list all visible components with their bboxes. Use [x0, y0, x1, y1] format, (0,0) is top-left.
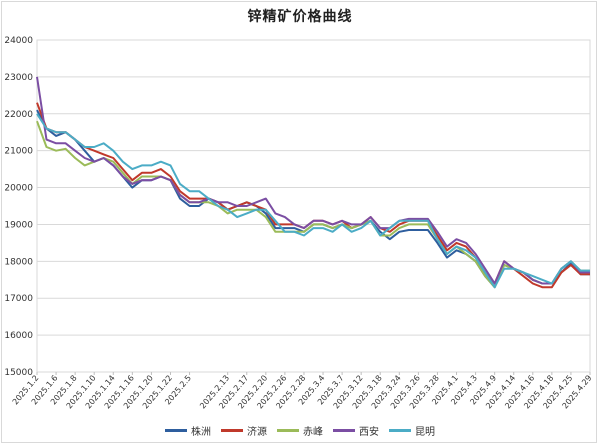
series-line-5 [36, 113, 590, 289]
legend-swatch [333, 429, 355, 432]
series-line-1 [36, 109, 590, 289]
chart-legend: 株洲 济源 赤峰 西安 昆明 [0, 423, 600, 438]
series-line-4 [36, 76, 590, 285]
plot-area [36, 39, 591, 373]
y-tick-label: 19000 [4, 220, 33, 230]
y-tick-label: 18000 [4, 257, 33, 267]
y-tick-label: 15000 [4, 368, 33, 378]
legend-item: 西安 [333, 423, 379, 438]
legend-item: 昆明 [389, 423, 435, 438]
legend-item: 济源 [221, 423, 267, 438]
series-line-2 [36, 102, 590, 289]
legend-label: 赤峰 [303, 427, 323, 438]
y-tick-label: 16000 [4, 331, 33, 341]
legend-label: 株洲 [191, 427, 211, 438]
legend-swatch [277, 429, 299, 432]
legend-label: 昆明 [415, 427, 435, 438]
legend-label: 济源 [247, 427, 267, 438]
legend-label: 西安 [359, 427, 379, 438]
legend-item: 株洲 [165, 423, 211, 438]
legend-swatch [389, 429, 411, 432]
y-tick-label: 21000 [4, 147, 33, 157]
legend-swatch [221, 429, 243, 432]
legend-swatch [165, 429, 187, 432]
y-tick-label: 23000 [4, 73, 33, 83]
legend-item: 赤峰 [277, 423, 323, 438]
chart-title: 锌精矿价格曲线 [247, 9, 353, 25]
y-tick-label: 24000 [4, 36, 33, 46]
y-tick-label: 22000 [4, 110, 33, 120]
y-tick-label: 17000 [4, 294, 33, 304]
y-tick-label: 20000 [4, 184, 33, 194]
